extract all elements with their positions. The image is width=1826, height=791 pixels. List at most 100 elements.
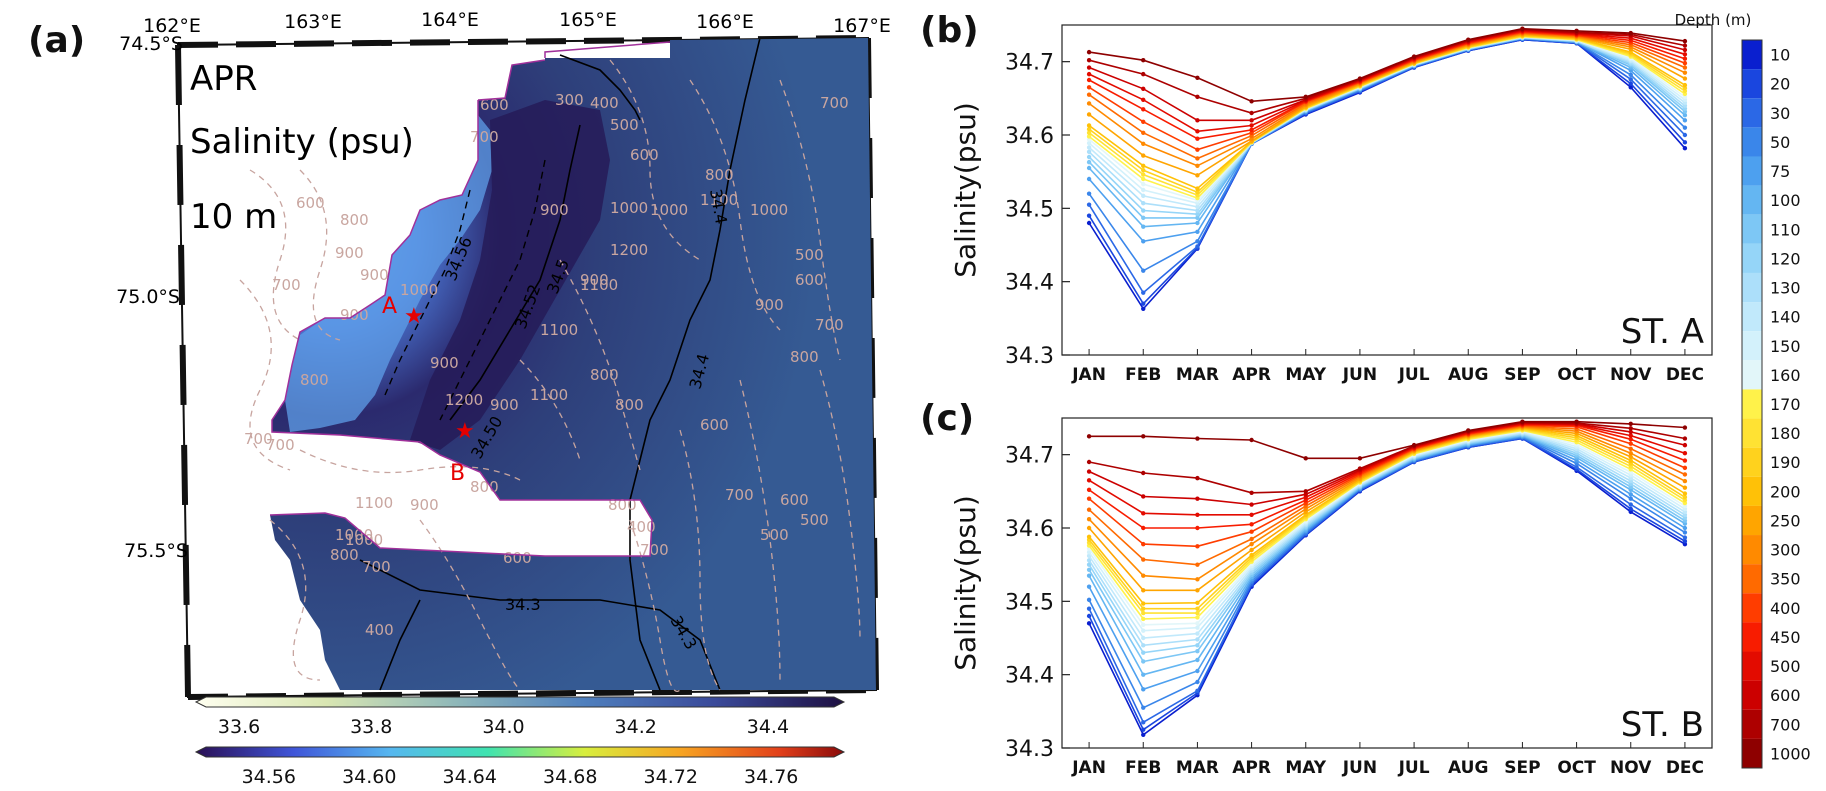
legend-depth-label: 50 bbox=[1770, 133, 1790, 152]
x-tick-label: FEB bbox=[1125, 758, 1161, 778]
data-point bbox=[1141, 643, 1146, 648]
bathy-label: 1000 bbox=[345, 531, 383, 549]
isohaline-label: 34.3 bbox=[505, 595, 541, 614]
data-point bbox=[1141, 187, 1146, 193]
data-point bbox=[1086, 65, 1092, 70]
data-point bbox=[1628, 426, 1633, 431]
data-point bbox=[1141, 163, 1146, 168]
data-point bbox=[1086, 507, 1092, 512]
series-line-600 bbox=[1088, 422, 1686, 506]
x-tick-label: NOV bbox=[1610, 758, 1652, 778]
data-point bbox=[1628, 458, 1633, 463]
series-line-1000 bbox=[1088, 27, 1686, 103]
data-point bbox=[1682, 442, 1688, 448]
bathy-label: 900 bbox=[410, 496, 439, 514]
data-point bbox=[1249, 536, 1254, 542]
bathy-label: 700 bbox=[362, 558, 391, 576]
bathy-label: 500 bbox=[795, 246, 824, 264]
data-point bbox=[1086, 496, 1092, 501]
data-point bbox=[1141, 494, 1146, 499]
data-point bbox=[1357, 76, 1363, 81]
x-tick-label: MAY bbox=[1285, 365, 1326, 385]
data-point bbox=[1141, 606, 1146, 611]
data-point bbox=[1628, 85, 1633, 90]
data-point bbox=[1249, 490, 1254, 495]
y-tick-label: 34.5 bbox=[1005, 590, 1054, 615]
y-tick-label: 34.3 bbox=[1005, 737, 1054, 762]
lat-label: 75.0°S bbox=[116, 286, 180, 308]
bathy-label: 900 bbox=[490, 396, 519, 414]
data-point bbox=[1086, 478, 1092, 483]
data-point bbox=[1141, 107, 1146, 112]
y-tick-label: 34.4 bbox=[1005, 271, 1054, 296]
data-point bbox=[1249, 123, 1254, 128]
data-point bbox=[1195, 657, 1200, 663]
legend-swatch bbox=[1742, 272, 1762, 303]
bathy-label: 1100 bbox=[530, 386, 568, 404]
legend-depth-label: 170 bbox=[1770, 395, 1801, 414]
legend-depth-label: 120 bbox=[1770, 249, 1801, 268]
x-tick-label: APR bbox=[1232, 365, 1271, 385]
legend-swatch bbox=[1742, 214, 1762, 244]
data-point bbox=[1195, 525, 1200, 531]
bathy-label: 400 bbox=[590, 94, 619, 112]
series-line-250 bbox=[1088, 426, 1686, 592]
legend-swatch bbox=[1742, 389, 1762, 419]
lon-label: 163°E bbox=[284, 11, 342, 33]
coastal-fresh-band bbox=[285, 115, 492, 432]
colorbar-tick-label: 34.68 bbox=[543, 766, 597, 788]
bathy-label: 900 bbox=[755, 296, 784, 314]
lat-label: 75.5°S bbox=[124, 540, 188, 562]
data-point bbox=[1195, 688, 1200, 693]
data-point bbox=[1086, 176, 1092, 182]
data-point bbox=[1249, 127, 1254, 133]
x-tick-label: APR bbox=[1232, 758, 1271, 778]
data-point bbox=[1141, 687, 1146, 692]
bathy-label: 700 bbox=[725, 486, 754, 504]
y-axis-label: Salinity(psu) bbox=[949, 495, 982, 671]
data-point bbox=[1357, 466, 1363, 471]
plot-frame bbox=[1061, 417, 1713, 749]
data-point bbox=[1628, 81, 1633, 86]
data-point bbox=[1086, 101, 1092, 106]
colorbar-tick-label: 34.72 bbox=[644, 766, 698, 788]
data-point bbox=[1411, 442, 1417, 448]
data-point bbox=[1141, 650, 1146, 655]
colorbar-tick-label: 34.60 bbox=[342, 766, 396, 788]
bathy-label: 600 bbox=[630, 146, 659, 164]
legend-depth-label: 600 bbox=[1770, 686, 1801, 705]
data-point bbox=[1141, 71, 1146, 77]
legend-depth-label: 30 bbox=[1770, 104, 1790, 123]
data-point bbox=[1195, 668, 1200, 674]
data-point bbox=[1682, 43, 1688, 48]
bathy-label: 1000 bbox=[650, 201, 688, 219]
data-point bbox=[1195, 186, 1200, 191]
bathy-label: 900 bbox=[540, 201, 569, 219]
data-point bbox=[1141, 635, 1146, 641]
data-point bbox=[1141, 306, 1146, 311]
legend-depth-label: 190 bbox=[1770, 453, 1801, 472]
data-point bbox=[1682, 539, 1688, 544]
lon-label: 165°E bbox=[559, 9, 617, 31]
data-point bbox=[1086, 191, 1092, 196]
data-point bbox=[1086, 85, 1092, 90]
x-tick-label: MAR bbox=[1176, 365, 1219, 385]
bathy-label: 700 bbox=[470, 128, 499, 146]
data-point bbox=[1411, 54, 1417, 59]
station-label-b: B bbox=[450, 461, 465, 486]
data-point bbox=[1086, 525, 1092, 531]
y-tick-label: 34.7 bbox=[1005, 51, 1054, 76]
data-point bbox=[1249, 529, 1254, 534]
data-point bbox=[1628, 496, 1633, 501]
data-point bbox=[1520, 26, 1525, 31]
series-line-200 bbox=[1088, 427, 1686, 605]
data-point bbox=[1682, 491, 1688, 496]
data-point bbox=[1195, 244, 1200, 249]
x-tick-label: MAR bbox=[1176, 758, 1219, 778]
data-point bbox=[1195, 94, 1200, 100]
legend-swatch bbox=[1742, 360, 1762, 390]
data-point bbox=[1628, 454, 1633, 460]
data-point bbox=[1249, 99, 1254, 104]
data-point bbox=[1195, 562, 1200, 567]
data-point bbox=[1682, 60, 1688, 66]
